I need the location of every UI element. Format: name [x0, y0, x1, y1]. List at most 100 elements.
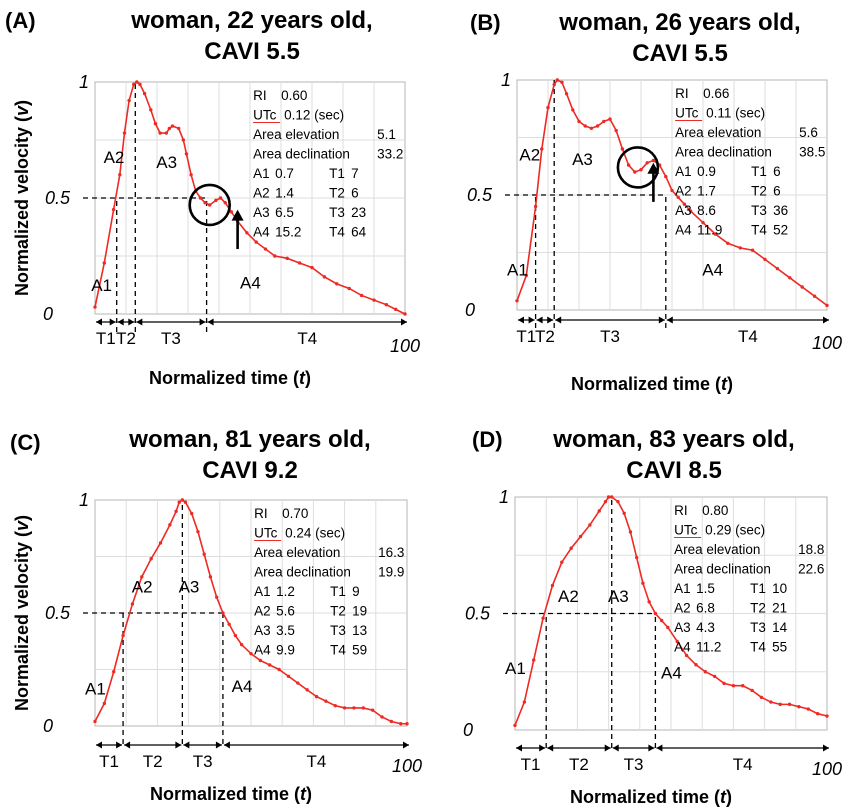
data-point — [263, 247, 268, 251]
area-declination-label: Area declination — [254, 565, 351, 580]
data-point — [158, 131, 162, 135]
data-point — [825, 714, 829, 718]
data-point — [277, 667, 281, 672]
chart-title-line-2: CAVI 5.5 — [632, 40, 728, 67]
data-point — [322, 275, 327, 279]
data-point — [583, 124, 587, 128]
data-point — [196, 529, 200, 534]
data-point — [167, 126, 172, 131]
data-point — [694, 663, 698, 667]
x-axis-title-text: Normalized time — [149, 368, 288, 388]
data-point — [626, 163, 631, 167]
x-tick-label: 100 — [812, 333, 842, 353]
data-point — [324, 699, 328, 703]
x-axis-title: Normalized time (t) — [571, 374, 733, 394]
chart-title-line-1: woman, 81 years old, — [128, 426, 370, 453]
y-tick-label: 0 — [43, 304, 53, 324]
area-value: 11.9 — [697, 223, 722, 238]
data-point — [118, 173, 122, 177]
data-point — [285, 256, 289, 261]
data-point — [140, 575, 144, 579]
chart-title-line-1: woman, 26 years old, — [558, 9, 800, 36]
y-tick-label: 1 — [79, 490, 89, 510]
interval-arrowhead — [223, 741, 230, 749]
notch-circle-marker — [616, 146, 660, 189]
data-point — [647, 600, 651, 604]
area-value: 5.6 — [276, 604, 295, 619]
area-declination-value: 22.6 — [798, 562, 824, 577]
time-value: 52 — [773, 223, 788, 238]
data-point — [286, 674, 291, 678]
data-point — [684, 653, 689, 658]
ri-value: 0.60 — [281, 88, 307, 103]
data-point — [552, 82, 556, 87]
y-tick-label: 1 — [501, 70, 511, 90]
data-point — [763, 257, 767, 262]
interval-arrowhead — [199, 318, 206, 326]
data-point — [541, 616, 545, 620]
area-name: A2 — [675, 184, 692, 199]
data-point — [664, 174, 668, 179]
data-point — [555, 78, 559, 82]
time-name: T2 — [751, 184, 767, 199]
data-point — [168, 523, 172, 527]
y-tick-label: 0.5 — [465, 604, 491, 624]
panel-label: (B) — [470, 10, 501, 35]
interval-arrowhead — [403, 741, 409, 749]
chart-panel: (B) woman, 26 years old, CAVI 5.5 0 0.5 1 100 A… — [465, 9, 842, 394]
data-point — [703, 670, 708, 674]
time-name: T2 — [329, 186, 345, 201]
x-tick-label: 100 — [390, 336, 420, 356]
panel-label: (A) — [5, 8, 36, 33]
ri-label: RI — [674, 503, 688, 518]
y-axis-title-var: v — [12, 105, 32, 116]
x-axis-title-text: Normalized time — [570, 787, 709, 807]
area-value: 1.5 — [696, 581, 715, 596]
x-axis-title-paren: ) — [727, 374, 733, 394]
area-name: A1 — [253, 166, 270, 181]
chart-title-line-2: CAVI 9.2 — [202, 457, 298, 484]
area-value: 3.5 — [276, 623, 295, 638]
x-axis-title-text: Normalized time — [571, 374, 710, 394]
notch-arrow-head — [647, 162, 660, 174]
area-declination-value: 19.9 — [378, 565, 404, 580]
time-name: T4 — [750, 640, 766, 655]
data-point — [560, 560, 564, 564]
utc-value: 0.29 (sec) — [705, 523, 765, 538]
area-name: A1 — [254, 584, 271, 599]
area-value: 15.2 — [275, 225, 301, 240]
interval-label: T2 — [116, 329, 136, 348]
x-axis-title: Normalized time (t) — [149, 368, 311, 388]
data-point — [190, 511, 194, 516]
data-point — [712, 674, 717, 679]
data-point — [633, 170, 637, 174]
time-value: 55 — [772, 640, 787, 655]
ri-label: RI — [675, 86, 689, 101]
y-tick-label: 0 — [465, 300, 475, 320]
data-point — [227, 622, 231, 626]
y-tick-label: 1 — [79, 72, 89, 92]
time-name: T2 — [750, 601, 766, 616]
data-point — [634, 555, 639, 560]
interval-label: T3 — [161, 329, 181, 348]
data-point — [806, 707, 810, 711]
region-label: A4 — [661, 664, 682, 683]
area-name: A2 — [254, 604, 271, 619]
x-axis-title-paren: ) — [306, 784, 312, 804]
data-point — [571, 108, 575, 112]
time-name: T1 — [751, 164, 767, 179]
data-point — [405, 722, 409, 726]
data-point — [606, 495, 611, 499]
chart-title-line-1: woman, 83 years old, — [552, 426, 794, 453]
area-elevation-value: 5.1 — [377, 127, 396, 142]
data-point — [602, 119, 606, 124]
data-point — [149, 557, 153, 561]
data-point — [183, 500, 188, 504]
area-name: A3 — [674, 620, 691, 635]
area-name: A4 — [254, 643, 271, 658]
interval-arrowhead — [96, 318, 102, 326]
data-point — [384, 303, 389, 307]
interval-arrowhead — [136, 318, 143, 326]
data-point — [540, 147, 544, 151]
time-name: T3 — [751, 203, 767, 218]
